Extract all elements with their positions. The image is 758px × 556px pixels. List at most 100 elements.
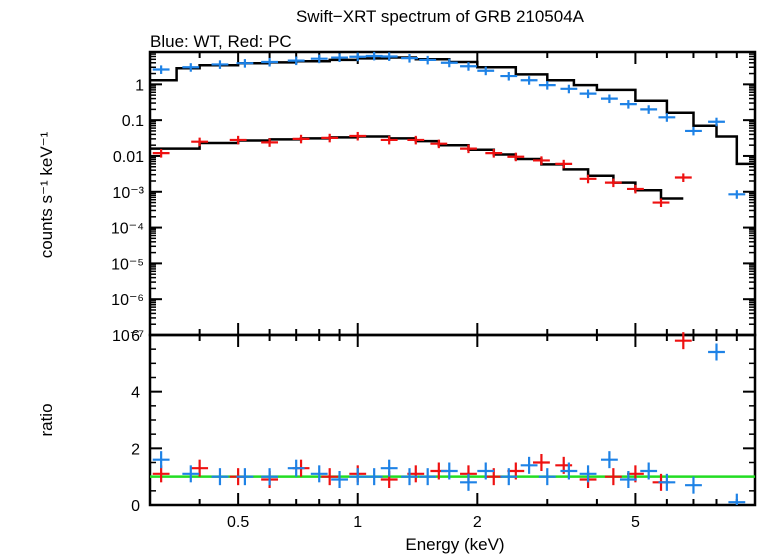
wt-ratio-point: [211, 468, 229, 486]
wt-ratio-point: [538, 468, 556, 486]
wt-ratio-point: [658, 473, 676, 491]
wt-ratio-point: [708, 343, 725, 361]
model-curves: [150, 56, 755, 200]
x-tick-label: 2: [473, 514, 482, 531]
wt-data-point: [520, 76, 538, 85]
wt-data-point: [619, 100, 637, 109]
wt-ratio-point: [460, 473, 477, 491]
wt-data-point: [538, 81, 556, 90]
x-axis-label: Energy (keV): [405, 535, 504, 554]
wt-data-point: [728, 190, 746, 199]
pc-data-point: [321, 133, 339, 143]
wt-ratio-point: [236, 468, 254, 486]
wt-ratio-point: [182, 465, 200, 483]
wt-ratio-point: [310, 465, 328, 483]
pc-data-point: [626, 184, 644, 194]
wt-data-point: [331, 53, 348, 63]
wt-ratio-point: [520, 456, 538, 474]
wt-data-point: [211, 60, 229, 69]
wt-data-point: [419, 55, 437, 65]
wt-ratio-point: [477, 462, 495, 480]
chart-subtitle: Blue: WT, Red: PC: [150, 32, 292, 51]
spectrum-data-points: [152, 51, 746, 208]
wt-data-point: [365, 51, 383, 61]
pc-ratio-point: [152, 465, 170, 483]
pc-data-point: [485, 149, 503, 158]
spectrum-panel-frame: [148, 50, 757, 337]
wt-ratio-point: [349, 468, 367, 486]
pc-data-point: [152, 149, 170, 158]
pc-data-point: [507, 152, 525, 162]
wt-data-point: [182, 63, 200, 72]
pc-data-point: [579, 174, 597, 184]
wt-ratio-point: [401, 468, 418, 486]
ratio-panel: 0 2 4 6 0.5 1 2 5: [131, 328, 757, 531]
pc-data-point: [292, 134, 310, 144]
wt-ratio-point: [152, 451, 170, 469]
wt-ratio-point: [365, 468, 383, 486]
ratio-y-tick-label: 4: [131, 385, 140, 402]
pc-ratio-point: [604, 468, 622, 486]
pc-data-point: [191, 137, 209, 147]
wt-ratio-point: [500, 468, 518, 486]
spectrum-y-ticks: 1 0.1 0.01 10⁻³ 10⁻⁴ 10⁻⁵ 10⁻⁶ 10⁻⁷: [111, 53, 755, 345]
wt-ratio-point: [380, 459, 398, 477]
wt-ratio-point: [640, 462, 658, 480]
wt-ratio-point: [685, 476, 702, 494]
wt-data-point: [640, 105, 658, 114]
spectrum-y-tick-label: 0.1: [122, 113, 144, 130]
wt-data-point: [560, 84, 578, 94]
ratio-y-tick-label: 6: [131, 328, 140, 345]
spectrum-y-tick-label: 10⁻⁴: [111, 221, 144, 238]
spectrum-y-tick-label: 10⁻⁶: [111, 292, 144, 309]
wt-data-point: [401, 54, 418, 63]
ratio-data-points: [152, 332, 746, 505]
wt-ratio-point: [560, 462, 578, 480]
pc-data-point: [229, 135, 247, 145]
wt-data-point: [310, 54, 328, 64]
pc-data-point: [652, 198, 670, 208]
spectrum-x-ticks: [149, 52, 738, 335]
spectrum-y-tick-label: 1: [135, 77, 144, 94]
wt-data-point: [600, 94, 618, 104]
pc-data-point: [555, 159, 573, 169]
wt-ratio-point: [287, 459, 305, 477]
wt-ratio-point: [331, 471, 348, 488]
model-line-pc: [150, 135, 684, 200]
x-tick-label: 0.5: [227, 514, 249, 531]
ratio-y-ticks: 0 2 4 6: [131, 328, 755, 515]
spectrum-y-tick-label: 10⁻⁵: [111, 256, 144, 273]
pc-data-point: [674, 173, 692, 182]
wt-ratio-point: [419, 468, 437, 486]
wt-data-point: [579, 89, 597, 99]
wt-ratio-point: [440, 462, 458, 480]
pc-data-point: [349, 131, 367, 141]
pc-ratio-point: [191, 459, 209, 477]
x-tick-label: 5: [631, 514, 640, 531]
spectrum-y-axis-label: counts s⁻¹ keV⁻¹: [37, 131, 56, 258]
pc-data-point: [533, 156, 550, 165]
ratio-panel-frame: [148, 333, 757, 507]
x-tick-label: 1: [353, 514, 362, 531]
ratio-x-ticks: 0.5 1 2 5: [149, 335, 738, 531]
wt-data-point: [261, 57, 279, 67]
wt-ratio-point: [261, 468, 279, 486]
spectrum-y-tick-label: 0.01: [113, 149, 144, 166]
spectrum-y-tick-label: 10⁻³: [112, 185, 144, 202]
wt-data-point: [477, 66, 495, 76]
pc-data-point: [380, 135, 398, 145]
pc-ratio-point: [321, 468, 339, 486]
ratio-y-tick-label: 0: [131, 498, 140, 515]
chart-title: Swift−XRT spectrum of GRB 210504A: [296, 7, 585, 26]
wt-data-point: [658, 113, 676, 122]
wt-data-point: [152, 65, 170, 74]
wt-ratio-point: [728, 493, 746, 505]
wt-ratio-point: [619, 471, 637, 488]
wt-data-point: [287, 56, 305, 66]
pc-data-point: [430, 139, 448, 149]
wt-data-point: [500, 72, 518, 81]
pc-data-point: [460, 144, 477, 154]
wt-data-point: [236, 59, 254, 68]
pc-data-point: [604, 178, 622, 188]
